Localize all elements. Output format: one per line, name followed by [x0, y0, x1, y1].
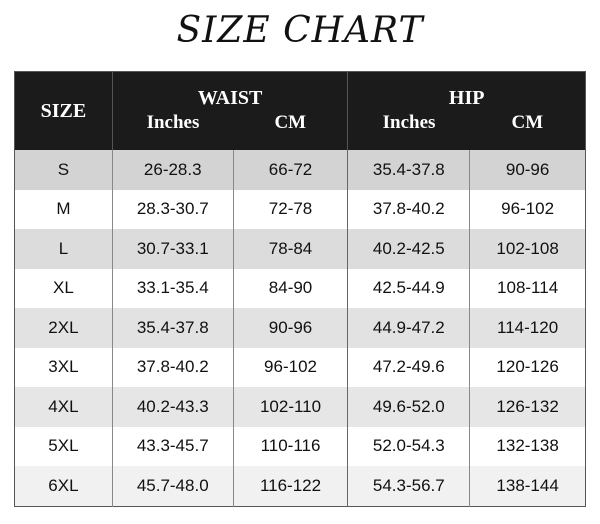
table-row: 5XL 43.3-45.7 110-116 52.0-54.3 132-138: [14, 426, 586, 466]
cell-hip-cm: 138-144: [469, 466, 586, 506]
cell-waist-cm: 116-122: [232, 466, 348, 506]
table-row: M 28.3-30.7 72-78 37.8-40.2 96-102: [14, 189, 586, 229]
cell-waist-cm: 102-110: [232, 387, 348, 427]
cell-waist-cm: 72-78: [232, 189, 348, 229]
cell-hip-inches: 49.6-52.0: [347, 387, 470, 427]
cell-hip-cm: 126-132: [469, 387, 586, 427]
cell-size: 3XL: [14, 347, 113, 387]
cell-size: 2XL: [14, 308, 113, 348]
header-hip-inches: Inches: [347, 110, 470, 150]
cell-hip-cm: 114-120: [469, 308, 586, 348]
cell-waist-inches: 28.3-30.7: [111, 189, 234, 229]
cell-waist-cm: 84-90: [232, 268, 348, 308]
cell-waist-inches: 33.1-35.4: [111, 268, 234, 308]
header-size: SIZE: [14, 71, 113, 150]
cell-size: 4XL: [14, 387, 113, 427]
cell-waist-inches: 30.7-33.1: [111, 229, 234, 269]
cell-size: XL: [14, 268, 113, 308]
cell-hip-cm: 132-138: [469, 426, 586, 466]
cell-hip-cm: 108-114: [469, 268, 586, 308]
cell-hip-inches: 52.0-54.3: [347, 426, 470, 466]
cell-hip-cm: 120-126: [469, 347, 586, 387]
header-hip: HIP: [347, 71, 586, 110]
cell-hip-inches: 35.4-37.8: [347, 150, 470, 190]
cell-size: M: [14, 189, 113, 229]
cell-size: 6XL: [14, 466, 113, 506]
page-title: SIZE CHART: [176, 10, 424, 51]
cell-waist-cm: 110-116: [232, 426, 348, 466]
cell-waist-cm: 96-102: [232, 347, 348, 387]
table-row: 6XL 45.7-48.0 116-122 54.3-56.7 138-144: [14, 466, 586, 506]
cell-waist-inches: 40.2-43.3: [111, 387, 234, 427]
cell-waist-cm: 90-96: [232, 308, 348, 348]
cell-waist-cm: 66-72: [232, 150, 348, 190]
header-hip-cm: CM: [469, 110, 586, 150]
header-waist-cm: CM: [233, 110, 349, 150]
cell-hip-inches: 40.2-42.5: [347, 229, 470, 269]
cell-hip-inches: 47.2-49.6: [347, 347, 470, 387]
cell-waist-inches: 45.7-48.0: [111, 466, 234, 506]
header-waist: WAIST: [112, 71, 349, 110]
cell-waist-inches: 37.8-40.2: [111, 347, 234, 387]
table-row: 3XL 37.8-40.2 96-102 47.2-49.6 120-126: [14, 347, 586, 387]
cell-size: 5XL: [14, 426, 113, 466]
cell-hip-cm: 90-96: [469, 150, 586, 190]
cell-hip-cm: 96-102: [469, 189, 586, 229]
cell-size: L: [14, 229, 113, 269]
cell-waist-cm: 78-84: [232, 229, 348, 269]
cell-hip-cm: 102-108: [469, 229, 586, 269]
cell-waist-inches: 26-28.3: [111, 150, 234, 190]
table-row: 4XL 40.2-43.3 102-110 49.6-52.0 126-132: [14, 387, 586, 427]
cell-hip-inches: 44.9-47.2: [347, 308, 470, 348]
size-chart-table: SIZE WAIST HIP Inches CM Inches CM S 26-2…: [14, 71, 586, 507]
table-row: 2XL 35.4-37.8 90-96 44.9-47.2 114-120: [14, 308, 586, 348]
header-waist-inches: Inches: [112, 110, 234, 150]
table-row: S 26-28.3 66-72 35.4-37.8 90-96: [14, 150, 586, 190]
cell-hip-inches: 37.8-40.2: [347, 189, 470, 229]
table-row: XL 33.1-35.4 84-90 42.5-44.9 108-114: [14, 268, 586, 308]
cell-hip-inches: 54.3-56.7: [347, 466, 470, 506]
cell-waist-inches: 35.4-37.8: [111, 308, 234, 348]
cell-size: S: [14, 150, 113, 190]
table-row: L 30.7-33.1 78-84 40.2-42.5 102-108: [14, 229, 586, 269]
cell-waist-inches: 43.3-45.7: [111, 426, 234, 466]
cell-hip-inches: 42.5-44.9: [347, 268, 470, 308]
